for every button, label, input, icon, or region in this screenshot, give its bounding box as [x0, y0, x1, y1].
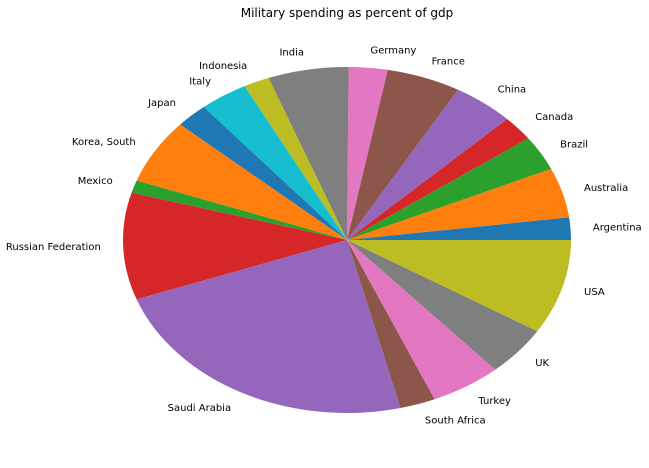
- slice-argentina: [347, 217, 572, 240]
- slice-australia: [347, 168, 570, 240]
- slice-label-south-africa: South Africa: [425, 416, 486, 427]
- slice-label-indonesia: Indonesia: [199, 61, 247, 72]
- slice-label-uk: UK: [535, 358, 549, 369]
- slice-label-japan: Japan: [147, 98, 176, 109]
- slice-germany: [347, 67, 388, 240]
- slice-usa: [347, 240, 571, 332]
- slice-label-saudi-arabia: Saudi Arabia: [168, 403, 231, 414]
- slice-uk: [347, 240, 538, 370]
- slice-japan: [180, 107, 347, 241]
- slice-china: [347, 89, 508, 240]
- slice-label-russian-federation: Russian Federation: [6, 242, 101, 253]
- slice-label-korea-south: Korea, South: [72, 137, 136, 148]
- slice-italy: [203, 86, 347, 240]
- slice-label-argentina: Argentina: [593, 223, 642, 234]
- slice-label-china: China: [498, 84, 527, 95]
- pie-slices: [122, 66, 572, 414]
- slice-label-usa: USA: [584, 287, 605, 298]
- pie-labels: Argentina Australia Brazil Canada China Franc…: [6, 46, 642, 427]
- slice-canada: [347, 119, 529, 240]
- slice-label-germany: Germany: [370, 46, 416, 57]
- slice-france: [347, 69, 459, 240]
- slice-korea-south: [136, 124, 347, 240]
- slice-turkey: [347, 240, 496, 400]
- slice-south-africa: [347, 240, 435, 408]
- slice-label-india: India: [279, 48, 304, 59]
- slice-brazil: [347, 138, 552, 240]
- slice-label-brazil: Brazil: [560, 139, 588, 150]
- slice-label-turkey: Turkey: [477, 396, 511, 407]
- slice-label-mexico: Mexico: [78, 176, 113, 187]
- slice-mexico: [131, 180, 347, 240]
- slice-label-france: France: [432, 56, 465, 67]
- chart-title: Military spending as percent of gdp: [241, 6, 454, 20]
- slice-india: [268, 66, 349, 240]
- slice-label-australia: Australia: [584, 183, 628, 194]
- slice-saudi-arabia: [136, 240, 401, 414]
- slice-label-canada: Canada: [535, 112, 573, 123]
- slice-label-italy: Italy: [189, 76, 211, 87]
- slice-russian-federation: [122, 192, 347, 300]
- slice-indonesia: [244, 77, 347, 240]
